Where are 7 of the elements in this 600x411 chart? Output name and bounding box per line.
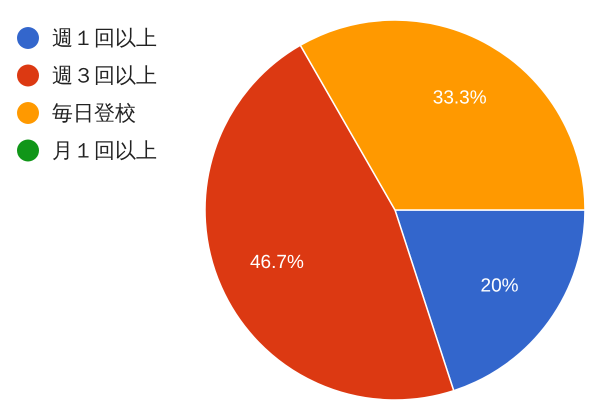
legend-label: 毎日登校 (52, 101, 136, 125)
data-label: 33.3% (432, 88, 487, 109)
legend-label: 週１回以上 (52, 26, 157, 50)
legend-label: 週３回以上 (52, 64, 157, 88)
legend-label: 月１回以上 (52, 138, 157, 162)
data-label: 46.7% (250, 252, 304, 273)
data-label: 20% (480, 275, 519, 296)
